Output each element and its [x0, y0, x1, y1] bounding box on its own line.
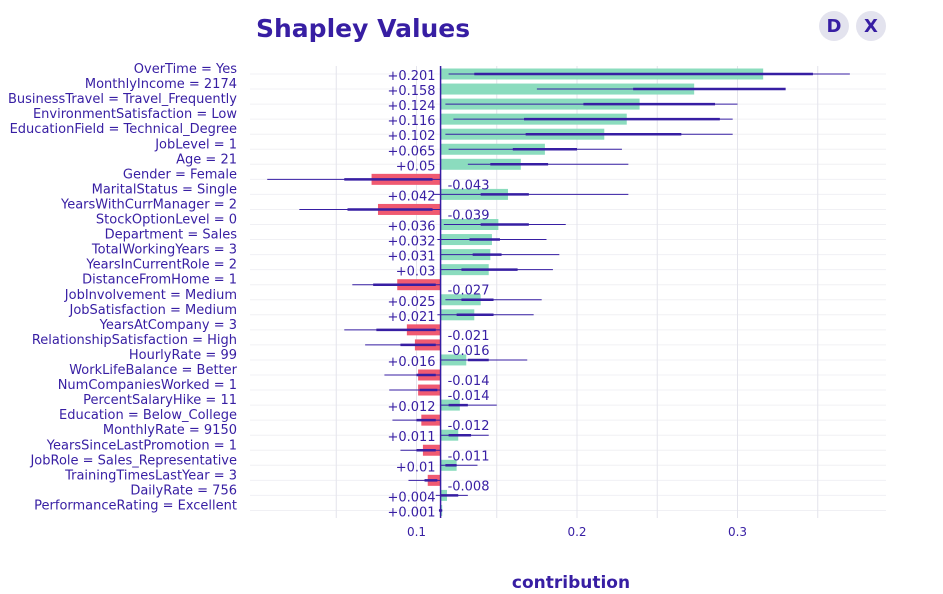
category-label: WorkLifeBalance = Better	[69, 363, 237, 378]
d-button[interactable]: D	[819, 11, 849, 41]
category-label: TrainingTimesLastYear = 3	[64, 468, 237, 483]
value-label: +0.016	[387, 355, 435, 370]
category-label: JobLevel = 1	[154, 137, 237, 152]
category-label: HourlyRate = 99	[129, 348, 237, 363]
value-label: +0.05	[396, 159, 436, 174]
category-label: EnvironmentSatisfaction = Low	[33, 107, 237, 122]
category-label: StockOptionLevel = 0	[96, 213, 237, 228]
category-label: Department = Sales	[105, 228, 238, 243]
value-label: -0.021	[448, 329, 490, 344]
value-label: +0.201	[387, 69, 435, 84]
value-label: +0.025	[387, 295, 435, 310]
value-label: -0.043	[448, 178, 490, 193]
category-label: MonthlyRate = 9150	[103, 423, 237, 438]
category-label: JobSatisfaction = Medium	[69, 303, 237, 318]
category-label: OverTime = Yes	[134, 62, 237, 77]
value-label: +0.102	[387, 129, 435, 144]
value-label: +0.03	[396, 265, 436, 280]
category-label: YearsWithCurrManager = 2	[60, 197, 237, 212]
value-label: -0.012	[448, 419, 490, 434]
x-tick-label: 0.3	[728, 525, 747, 539]
chart-title: Shapley Values	[256, 14, 471, 43]
value-label: +0.158	[387, 84, 435, 99]
category-label: DailyRate = 756	[130, 483, 237, 498]
value-label: +0.116	[387, 114, 435, 129]
category-label: JobRole = Sales_Representative	[29, 453, 237, 468]
category-label: YearsSinceLastPromotion = 1	[46, 438, 237, 453]
value-label: +0.065	[387, 144, 435, 159]
value-label: +0.004	[387, 490, 435, 505]
category-label: BusinessTravel = Travel_Frequently	[8, 92, 237, 107]
value-label: -0.016	[448, 344, 490, 359]
category-label: YearsInCurrentRole = 2	[85, 258, 237, 273]
value-label: -0.008	[448, 479, 490, 494]
value-label: +0.124	[387, 99, 435, 114]
x-axis-label: contribution	[512, 573, 630, 593]
category-label: Gender = Female	[123, 167, 237, 182]
category-label: JobInvolvement = Medium	[64, 288, 237, 303]
category-label: MaritalStatus = Single	[92, 182, 237, 197]
value-label: -0.011	[448, 449, 490, 464]
x-button[interactable]: X	[856, 11, 886, 41]
category-label: Age = 21	[176, 152, 237, 167]
category-label: NumCompaniesWorked = 1	[58, 378, 237, 393]
value-label: -0.014	[448, 374, 490, 389]
value-label: -0.014	[448, 389, 490, 404]
value-label: +0.012	[387, 400, 435, 415]
value-label: +0.021	[387, 310, 435, 325]
category-label: PerformanceRating = Excellent	[34, 498, 237, 513]
category-label: MonthlyIncome = 2174	[85, 77, 237, 92]
x-ticks: 0.1 0.2 0.3	[407, 525, 747, 539]
whiskers	[267, 72, 850, 512]
value-label: +0.032	[387, 235, 435, 250]
value-label: +0.001	[387, 505, 435, 520]
value-labels: +0.201+0.158+0.124+0.116+0.102+0.065+0.0…	[387, 69, 489, 520]
category-label: YearsAtCompany = 3	[99, 318, 237, 333]
category-label: PercentSalaryHike = 11	[83, 393, 237, 408]
value-label: +0.031	[387, 250, 435, 265]
x-tick-label: 0.1	[407, 525, 426, 539]
category-label: EducationField = Technical_Degree	[10, 122, 237, 137]
value-label: -0.027	[448, 284, 490, 299]
value-label: -0.039	[448, 208, 490, 223]
category-label: RelationshipSatisfaction = High	[32, 333, 237, 348]
category-label: TotalWorkingYears = 3	[91, 243, 237, 258]
value-label: +0.011	[387, 430, 435, 445]
value-label: +0.036	[387, 220, 435, 235]
category-label: DistanceFromHome = 1	[82, 273, 237, 288]
value-label: +0.042	[387, 189, 435, 204]
category-label: Education = Below_College	[59, 408, 237, 423]
x-tick-label: 0.2	[567, 525, 586, 539]
value-label: +0.01	[396, 460, 436, 475]
